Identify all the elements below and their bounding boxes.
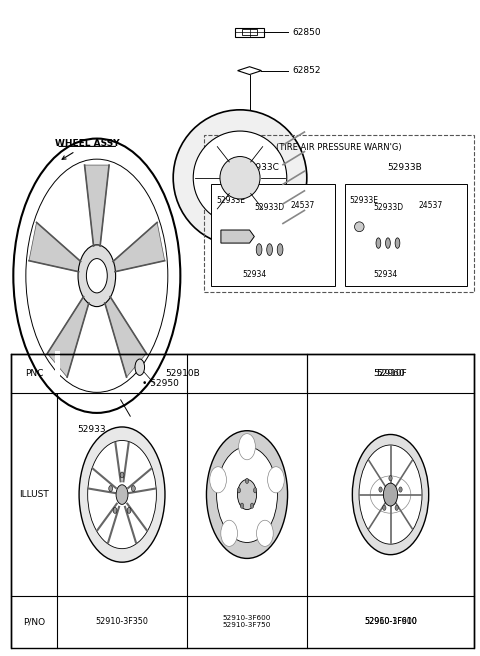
Polygon shape xyxy=(105,297,146,377)
Ellipse shape xyxy=(355,222,364,232)
Ellipse shape xyxy=(88,440,156,548)
Text: 52933E: 52933E xyxy=(350,196,379,205)
Ellipse shape xyxy=(240,503,244,508)
Polygon shape xyxy=(113,222,165,272)
Text: 24537: 24537 xyxy=(419,201,443,210)
Text: 52934: 52934 xyxy=(373,270,398,279)
Text: 77626: 77626 xyxy=(228,242,257,251)
Text: (TIRE AIR PRESSURE WARN'G): (TIRE AIR PRESSURE WARN'G) xyxy=(276,143,402,152)
Text: 52933D: 52933D xyxy=(373,203,404,212)
Ellipse shape xyxy=(193,131,287,224)
Text: • 52950: • 52950 xyxy=(142,379,179,388)
Ellipse shape xyxy=(395,505,398,510)
Text: 52933D: 52933D xyxy=(254,203,285,212)
Ellipse shape xyxy=(120,472,124,478)
Ellipse shape xyxy=(389,476,392,481)
Ellipse shape xyxy=(253,487,257,493)
Ellipse shape xyxy=(277,244,283,255)
Ellipse shape xyxy=(239,434,255,460)
Text: WHEEL ASSY: WHEEL ASSY xyxy=(55,139,120,159)
Text: KIA: KIA xyxy=(381,489,400,500)
Text: 52933E: 52933E xyxy=(216,196,245,205)
Ellipse shape xyxy=(383,505,386,510)
Ellipse shape xyxy=(237,487,240,493)
Text: 52910-3F900: 52910-3F900 xyxy=(364,617,417,626)
Ellipse shape xyxy=(379,487,382,492)
Text: 52934: 52934 xyxy=(242,270,266,279)
Ellipse shape xyxy=(216,447,277,543)
Ellipse shape xyxy=(267,466,284,493)
FancyBboxPatch shape xyxy=(345,184,467,285)
Ellipse shape xyxy=(370,476,411,513)
Ellipse shape xyxy=(132,485,135,491)
Polygon shape xyxy=(84,165,109,246)
Ellipse shape xyxy=(116,485,128,504)
Ellipse shape xyxy=(79,427,165,562)
Ellipse shape xyxy=(127,508,131,514)
Text: 52910B: 52910B xyxy=(165,369,200,379)
Ellipse shape xyxy=(359,445,422,544)
FancyBboxPatch shape xyxy=(211,184,336,285)
Ellipse shape xyxy=(109,485,113,491)
Ellipse shape xyxy=(210,466,227,493)
Ellipse shape xyxy=(352,434,429,555)
Bar xyxy=(11,354,474,648)
Ellipse shape xyxy=(135,359,144,375)
Ellipse shape xyxy=(384,483,397,506)
Ellipse shape xyxy=(220,157,260,199)
Ellipse shape xyxy=(267,244,273,255)
Ellipse shape xyxy=(245,478,249,483)
Bar xyxy=(55,351,60,394)
Text: ILLUST: ILLUST xyxy=(19,490,49,499)
Text: 52910-3F350: 52910-3F350 xyxy=(96,617,148,626)
Text: 52910-3F600
52910-3F750: 52910-3F600 52910-3F750 xyxy=(223,615,271,628)
Text: 52933C: 52933C xyxy=(244,163,279,172)
Ellipse shape xyxy=(399,487,402,492)
Text: P/NO: P/NO xyxy=(23,617,45,626)
Text: 52960: 52960 xyxy=(376,369,405,379)
Text: 52933: 52933 xyxy=(78,424,107,434)
Text: 52933B: 52933B xyxy=(387,163,422,172)
Ellipse shape xyxy=(256,520,273,546)
Ellipse shape xyxy=(238,480,256,510)
Text: 52960-1F610: 52960-1F610 xyxy=(364,617,417,626)
Ellipse shape xyxy=(256,244,262,255)
Ellipse shape xyxy=(78,245,116,306)
Ellipse shape xyxy=(221,520,238,546)
Ellipse shape xyxy=(376,238,381,249)
Text: 62850: 62850 xyxy=(292,28,321,37)
Ellipse shape xyxy=(367,472,414,518)
Polygon shape xyxy=(29,222,81,272)
Text: 24537: 24537 xyxy=(290,201,314,210)
Ellipse shape xyxy=(251,503,254,508)
Polygon shape xyxy=(221,230,254,243)
Ellipse shape xyxy=(206,431,288,558)
Ellipse shape xyxy=(395,238,400,249)
Ellipse shape xyxy=(86,258,107,293)
Ellipse shape xyxy=(385,238,390,249)
Text: 62852: 62852 xyxy=(292,66,321,75)
Text: PNC: PNC xyxy=(25,369,43,379)
Text: 52910F: 52910F xyxy=(373,369,408,379)
Ellipse shape xyxy=(113,508,117,514)
Ellipse shape xyxy=(173,110,307,246)
Polygon shape xyxy=(48,297,89,377)
